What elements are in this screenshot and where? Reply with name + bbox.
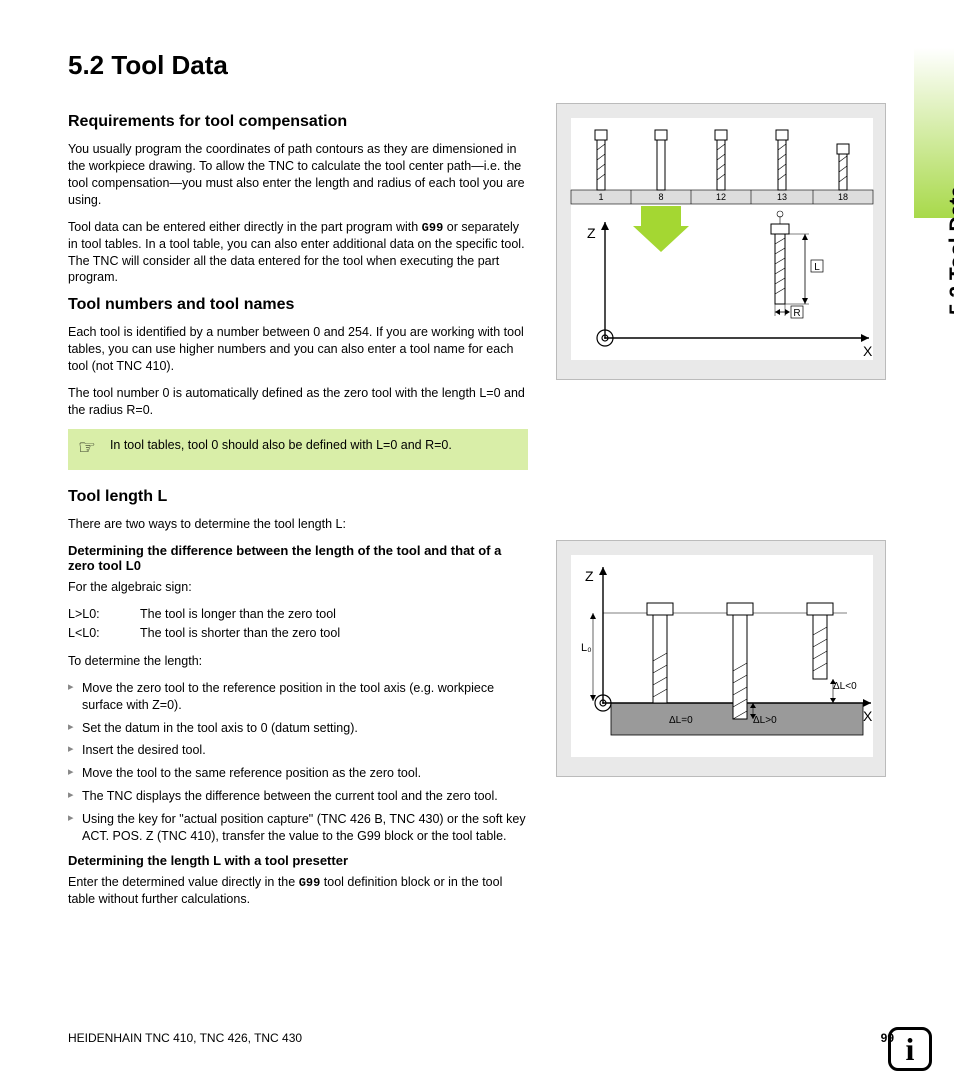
svg-text:13: 13 (777, 192, 787, 202)
definitions: L>L0: The tool is longer than the zero t… (68, 605, 528, 643)
sec2-p2: The tool number 0 is automatically defin… (68, 385, 528, 419)
right-column: 1 8 12 13 18 (556, 103, 886, 918)
sec3-p3: To determine the length: (68, 653, 528, 670)
def-val: The tool is shorter than the zero tool (140, 624, 340, 643)
sec3-title: Tool length L (68, 488, 528, 506)
note-text: In tool tables, tool 0 should also be de… (110, 437, 452, 454)
svg-text:X: X (863, 343, 873, 359)
code-g99: G99 (422, 221, 444, 235)
left-column: Requirements for tool compensation You u… (68, 103, 528, 918)
page-content: 5.2 Tool Data Requirements for tool comp… (0, 0, 954, 918)
def-row: L>L0: The tool is longer than the zero t… (68, 605, 528, 624)
sec3-sub2: Determining the length L with a tool pre… (68, 853, 528, 868)
svg-text:8: 8 (658, 192, 663, 202)
sec1-title: Requirements for tool compensation (68, 113, 528, 131)
svg-text:ΔL<0: ΔL<0 (833, 681, 857, 692)
text: Tool data can be entered either directly… (68, 220, 422, 234)
step: Insert the desired tool. (68, 742, 528, 759)
step: Move the tool to the same reference posi… (68, 765, 528, 782)
svg-text:12: 12 (716, 192, 726, 202)
def-row: L<L0: The tool is shorter than the zero … (68, 624, 528, 643)
step: The TNC displays the difference between … (68, 788, 528, 805)
def-key: L<L0: (68, 624, 140, 643)
svg-text:Z: Z (585, 568, 594, 584)
sec3-p4: Enter the determined value directly in t… (68, 874, 528, 908)
code-g99: G99 (299, 876, 321, 890)
svg-text:ΔL>0: ΔL>0 (753, 715, 777, 726)
svg-text:Z: Z (587, 225, 596, 241)
figure-tool-length: Z X L₀ (556, 540, 886, 777)
svg-text:ΔL=0: ΔL=0 (669, 715, 693, 726)
note-box: ☞ In tool tables, tool 0 should also be … (68, 429, 528, 470)
step: Move the zero tool to the reference posi… (68, 680, 528, 714)
sec3-p2: For the algebraic sign: (68, 579, 528, 596)
svg-text:L₀: L₀ (581, 642, 592, 654)
sec2-title: Tool numbers and tool names (68, 296, 528, 314)
step: Set the datum in the tool axis to 0 (dat… (68, 720, 528, 737)
footer: HEIDENHAIN TNC 410, TNC 426, TNC 430 99 (68, 1031, 894, 1045)
footer-text: HEIDENHAIN TNC 410, TNC 426, TNC 430 (68, 1031, 302, 1045)
sec3-sub1: Determining the difference between the l… (68, 543, 528, 573)
sec3-p1: There are two ways to determine the tool… (68, 516, 528, 533)
note-icon: ☞ (78, 435, 96, 462)
svg-text:18: 18 (838, 192, 848, 202)
sec2-p1: Each tool is identified by a number betw… (68, 324, 528, 375)
svg-text:X: X (863, 708, 873, 724)
steps-list: Move the zero tool to the reference posi… (68, 680, 528, 845)
figure-tool-rack: 1 8 12 13 18 (556, 103, 886, 380)
def-val: The tool is longer than the zero tool (140, 605, 336, 624)
svg-text:1: 1 (598, 192, 603, 202)
page-title: 5.2 Tool Data (68, 50, 894, 81)
svg-text:R: R (793, 308, 800, 319)
svg-text:L: L (814, 262, 820, 273)
info-icon: i (888, 1027, 932, 1071)
def-key: L>L0: (68, 605, 140, 624)
text: Enter the determined value directly in t… (68, 875, 299, 889)
step: Using the key for "actual position captu… (68, 811, 528, 845)
sec1-p2: Tool data can be entered either directly… (68, 219, 528, 287)
sec1-p1: You usually program the coordinates of p… (68, 141, 528, 209)
